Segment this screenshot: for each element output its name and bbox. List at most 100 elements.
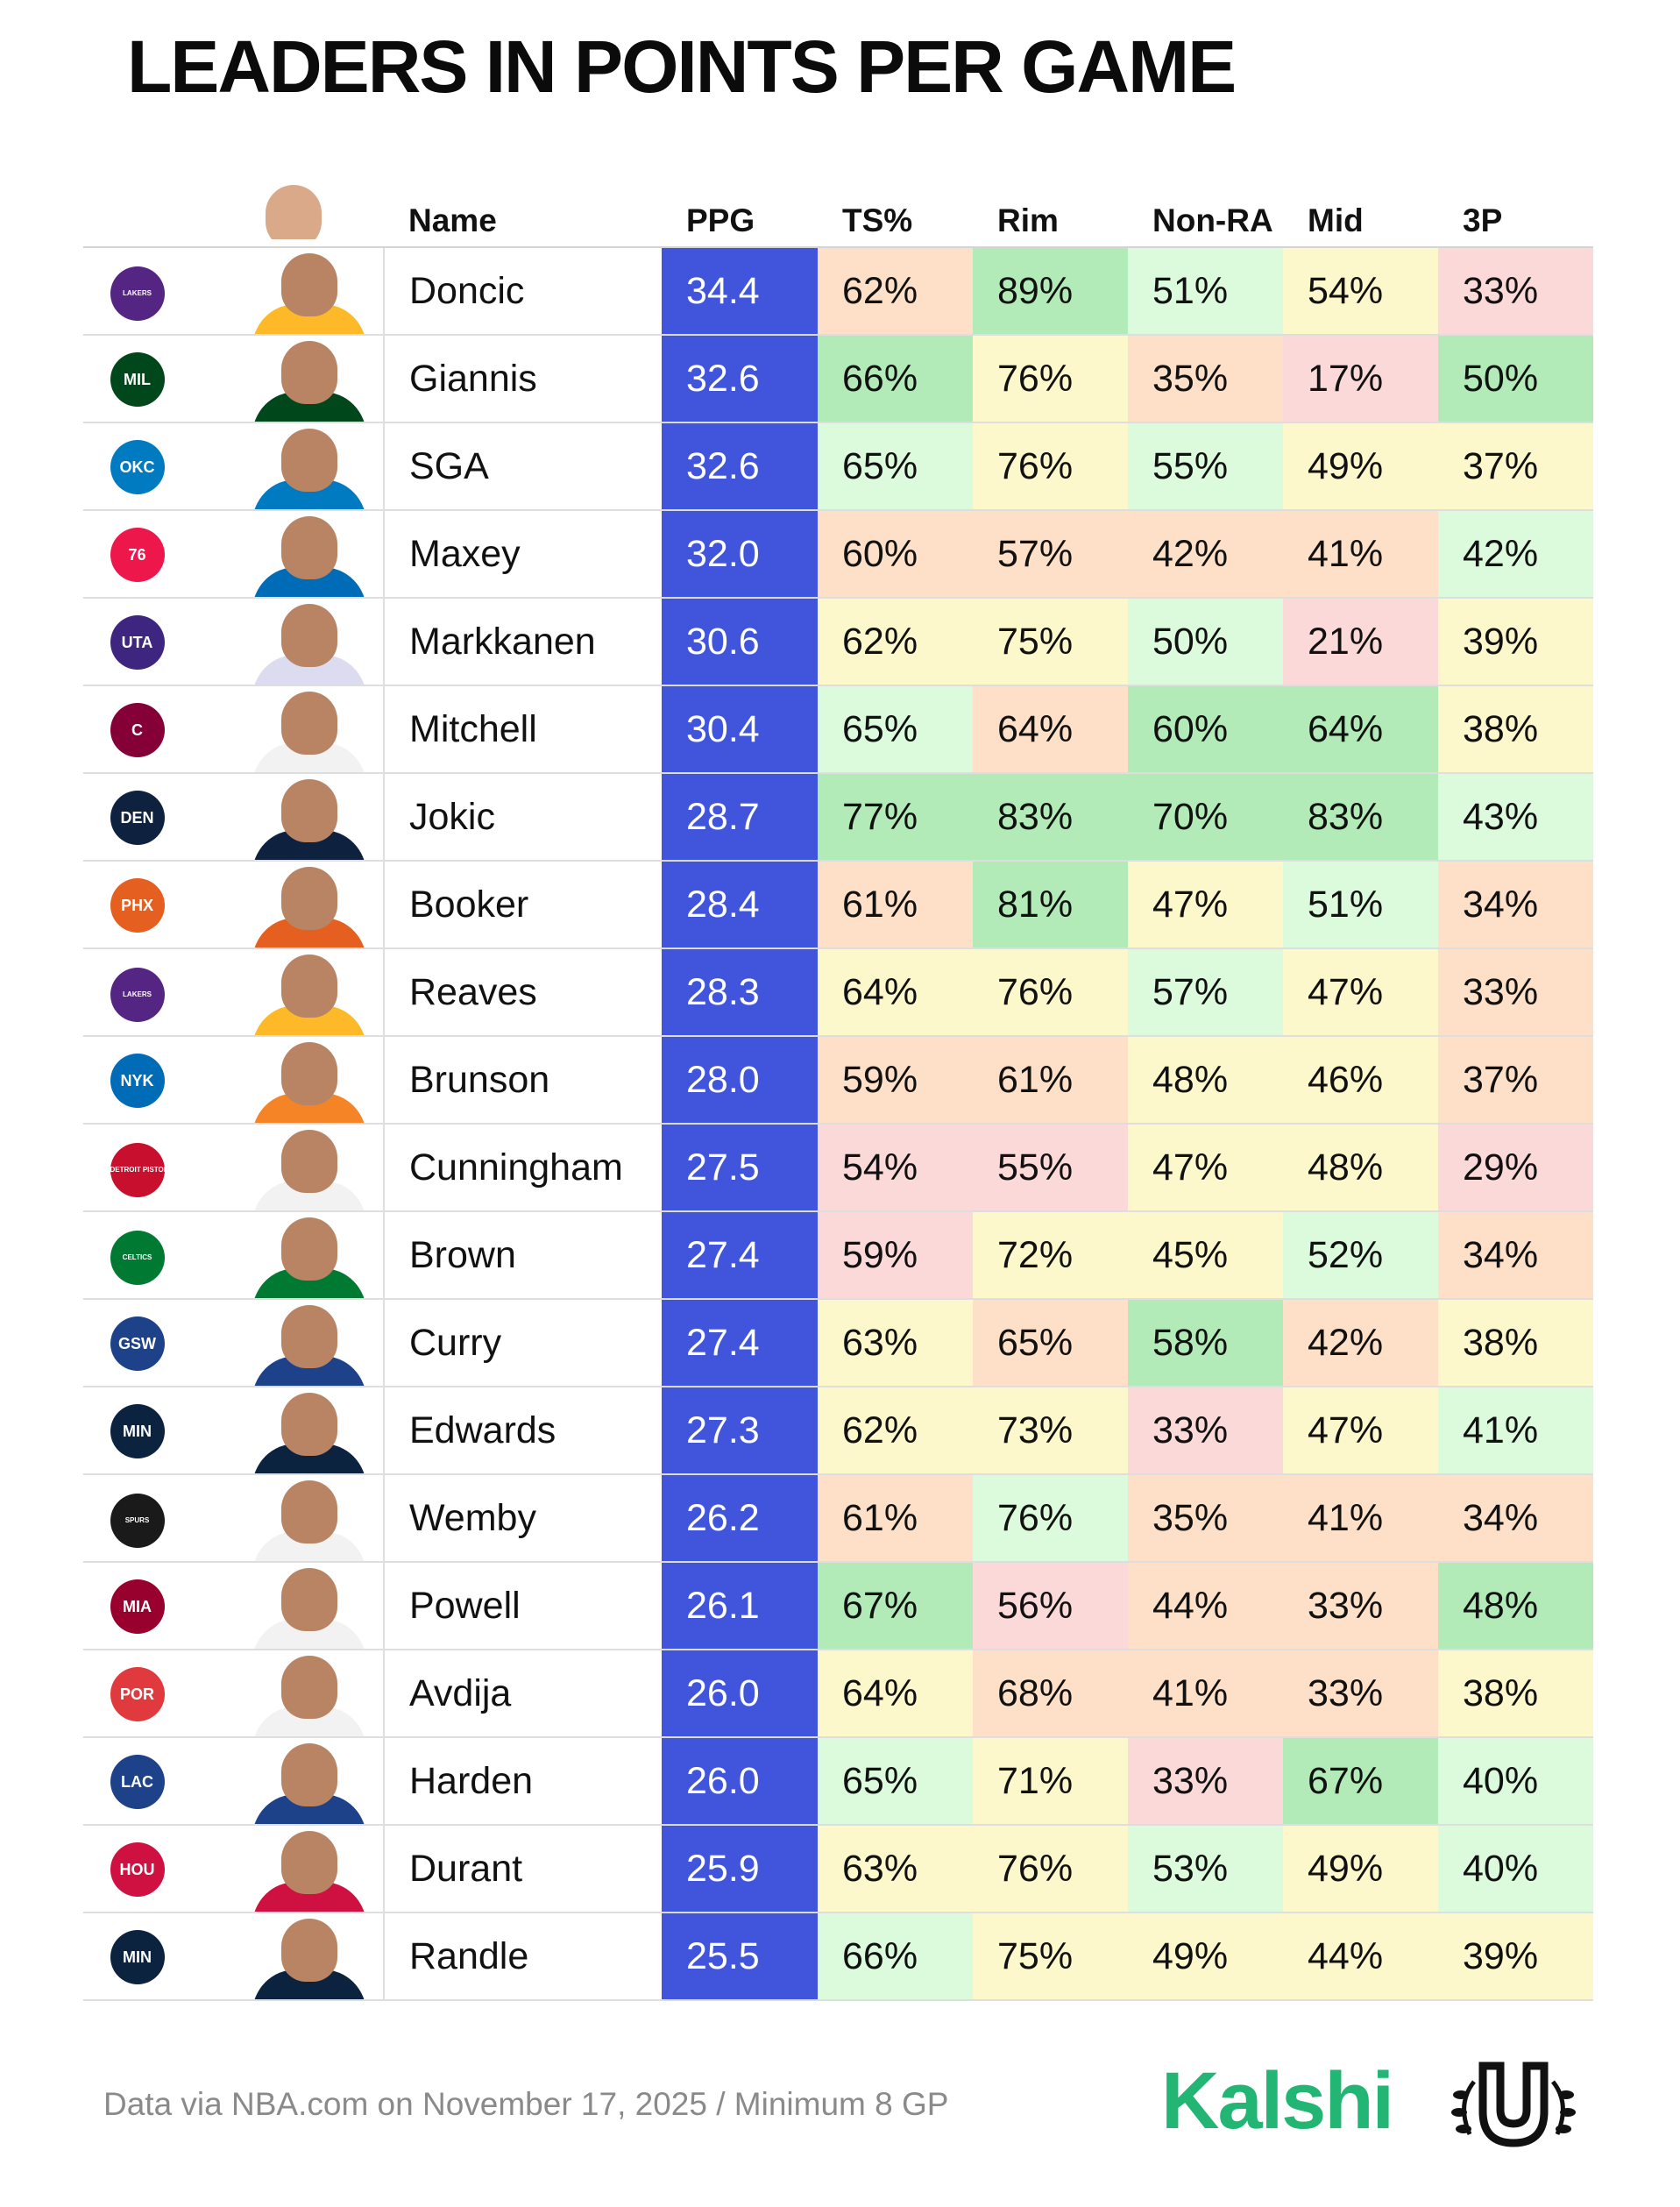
3p-value: 39% <box>1438 1912 1593 2001</box>
table-row: CELTICS Brown 27.4 59% 72% 45% 52% 34% <box>83 1211 1593 1300</box>
mid-value: 44% <box>1283 1912 1438 2001</box>
mid-value: 52% <box>1283 1211 1438 1300</box>
table-row: POR Avdija 26.0 64% 68% 41% 33% 38% <box>83 1650 1593 1738</box>
rockets-logo-icon: HOU <box>110 1842 165 1897</box>
3p-value: 40% <box>1438 1737 1593 1826</box>
ppg-value: 27.5 <box>662 1124 818 1212</box>
player-head <box>281 1568 337 1631</box>
column-header-non-ra: Non-RA <box>1128 171 1283 248</box>
warriors-logo-icon: GSW <box>110 1316 165 1371</box>
player-photo <box>244 511 375 597</box>
player-photo-cell <box>191 335 385 423</box>
table-row: SPURS Wemby 26.2 61% 76% 35% 41% 34% <box>83 1474 1593 1563</box>
3p-value: 50% <box>1438 335 1593 423</box>
player-name: SGA <box>384 422 662 511</box>
team-logo-cell: DETROIT PISTONS <box>83 1124 191 1212</box>
player-name: Powell <box>384 1562 662 1650</box>
ppg-value: 28.0 <box>662 1036 818 1125</box>
ppg-value: 28.3 <box>662 948 818 1037</box>
non-ra-value: 49% <box>1128 1912 1283 2001</box>
ppg-value: 32.0 <box>662 510 818 599</box>
rim-value: 76% <box>973 948 1128 1037</box>
rim-value: 64% <box>973 685 1128 774</box>
team-logo-cell: OKC <box>83 422 191 511</box>
player-head <box>281 779 337 842</box>
rim-value: 89% <box>973 247 1128 336</box>
3p-value: 37% <box>1438 1036 1593 1125</box>
3p-value: 43% <box>1438 773 1593 862</box>
player-photo-cell <box>191 1036 385 1125</box>
mid-value: 21% <box>1283 598 1438 686</box>
timberwolves-logo-icon: MIN <box>110 1403 165 1458</box>
rim-value: 76% <box>973 1825 1128 1913</box>
3p-value: 39% <box>1438 598 1593 686</box>
player-head <box>281 1480 337 1543</box>
player-name: Giannis <box>384 335 662 423</box>
team-logo-cell: LAKERS <box>83 247 191 336</box>
player-photo <box>244 423 375 509</box>
player-photo-cell <box>191 1124 385 1212</box>
player-photo <box>244 1826 375 1912</box>
ts-value: 65% <box>818 422 973 511</box>
player-name: Wemby <box>384 1474 662 1563</box>
3p-value: 33% <box>1438 948 1593 1037</box>
player-photo-cell <box>191 1825 385 1913</box>
ppg-value: 26.2 <box>662 1474 818 1563</box>
player-photo-cell <box>191 1474 385 1563</box>
player-name: Cunningham <box>384 1124 662 1212</box>
player-photo-cell <box>191 422 385 511</box>
team-logo-cell: 76 <box>83 510 191 599</box>
ts-value: 59% <box>818 1211 973 1300</box>
table-row: HOU Durant 25.9 63% 76% 53% 49% 40% <box>83 1825 1593 1913</box>
player-photo-cell <box>191 598 385 686</box>
player-head <box>281 253 337 316</box>
table-row: DEN Jokic 28.7 77% 83% 70% 83% 43% <box>83 773 1593 862</box>
team-logo-cell: PHX <box>83 861 191 949</box>
mid-value: 33% <box>1283 1650 1438 1738</box>
ppg-value: 27.3 <box>662 1387 818 1475</box>
nuggets-logo-icon: DEN <box>110 790 165 845</box>
player-head <box>281 604 337 667</box>
column-header-name: Name <box>384 171 662 248</box>
bucks-logo-icon: MIL <box>110 351 165 407</box>
rim-value: 55% <box>973 1124 1128 1212</box>
team-logo-cell: MIN <box>83 1387 191 1475</box>
non-ra-value: 47% <box>1128 1124 1283 1212</box>
ts-value: 60% <box>818 510 973 599</box>
table-row: UTA Markkanen 30.6 62% 75% 50% 21% 39% <box>83 598 1593 686</box>
rim-value: 76% <box>973 422 1128 511</box>
player-photo <box>244 1738 375 1824</box>
player-photo <box>244 1475 375 1561</box>
table-body: LAKERS Doncic 34.4 62% 89% 51% 54% 33% MIL Gianni… <box>83 247 1593 2001</box>
player-photo-cell <box>191 1562 385 1650</box>
rim-value: 71% <box>973 1737 1128 1826</box>
lakers-logo-icon: LAKERS <box>110 266 165 321</box>
rim-value: 76% <box>973 335 1128 423</box>
player-head <box>281 692 337 755</box>
76ers-logo-icon: 76 <box>110 527 165 582</box>
3p-value: 40% <box>1438 1825 1593 1913</box>
player-head <box>281 516 337 579</box>
team-logo-cell: POR <box>83 1650 191 1738</box>
header-player-photo <box>228 185 359 239</box>
rim-value: 75% <box>973 1912 1128 2001</box>
mid-value: 33% <box>1283 1562 1438 1650</box>
table-row: LAKERS Doncic 34.4 62% 89% 51% 54% 33% <box>83 247 1593 336</box>
player-photo-cell <box>191 1912 385 2001</box>
ppg-value: 34.4 <box>662 247 818 336</box>
lakers-logo-icon: LAKERS <box>110 967 165 1022</box>
clippers-logo-icon: LAC <box>110 1754 165 1809</box>
non-ra-value: 51% <box>1128 247 1283 336</box>
rim-value: 76% <box>973 1474 1128 1563</box>
knicks-logo-icon: NYK <box>110 1053 165 1108</box>
non-ra-value: 47% <box>1128 861 1283 949</box>
column-header-mid: Mid <box>1283 171 1438 248</box>
pistons-logo-icon: DETROIT PISTONS <box>110 1142 174 1197</box>
player-photo <box>244 1563 375 1649</box>
mid-value: 51% <box>1283 861 1438 949</box>
table-row: DETROIT PISTONS Cunningham 27.5 54% 55% 47% 48… <box>83 1124 1593 1212</box>
3p-value: 34% <box>1438 1211 1593 1300</box>
ts-value: 63% <box>818 1299 973 1387</box>
player-photo-cell <box>191 948 385 1037</box>
ts-value: 66% <box>818 335 973 423</box>
